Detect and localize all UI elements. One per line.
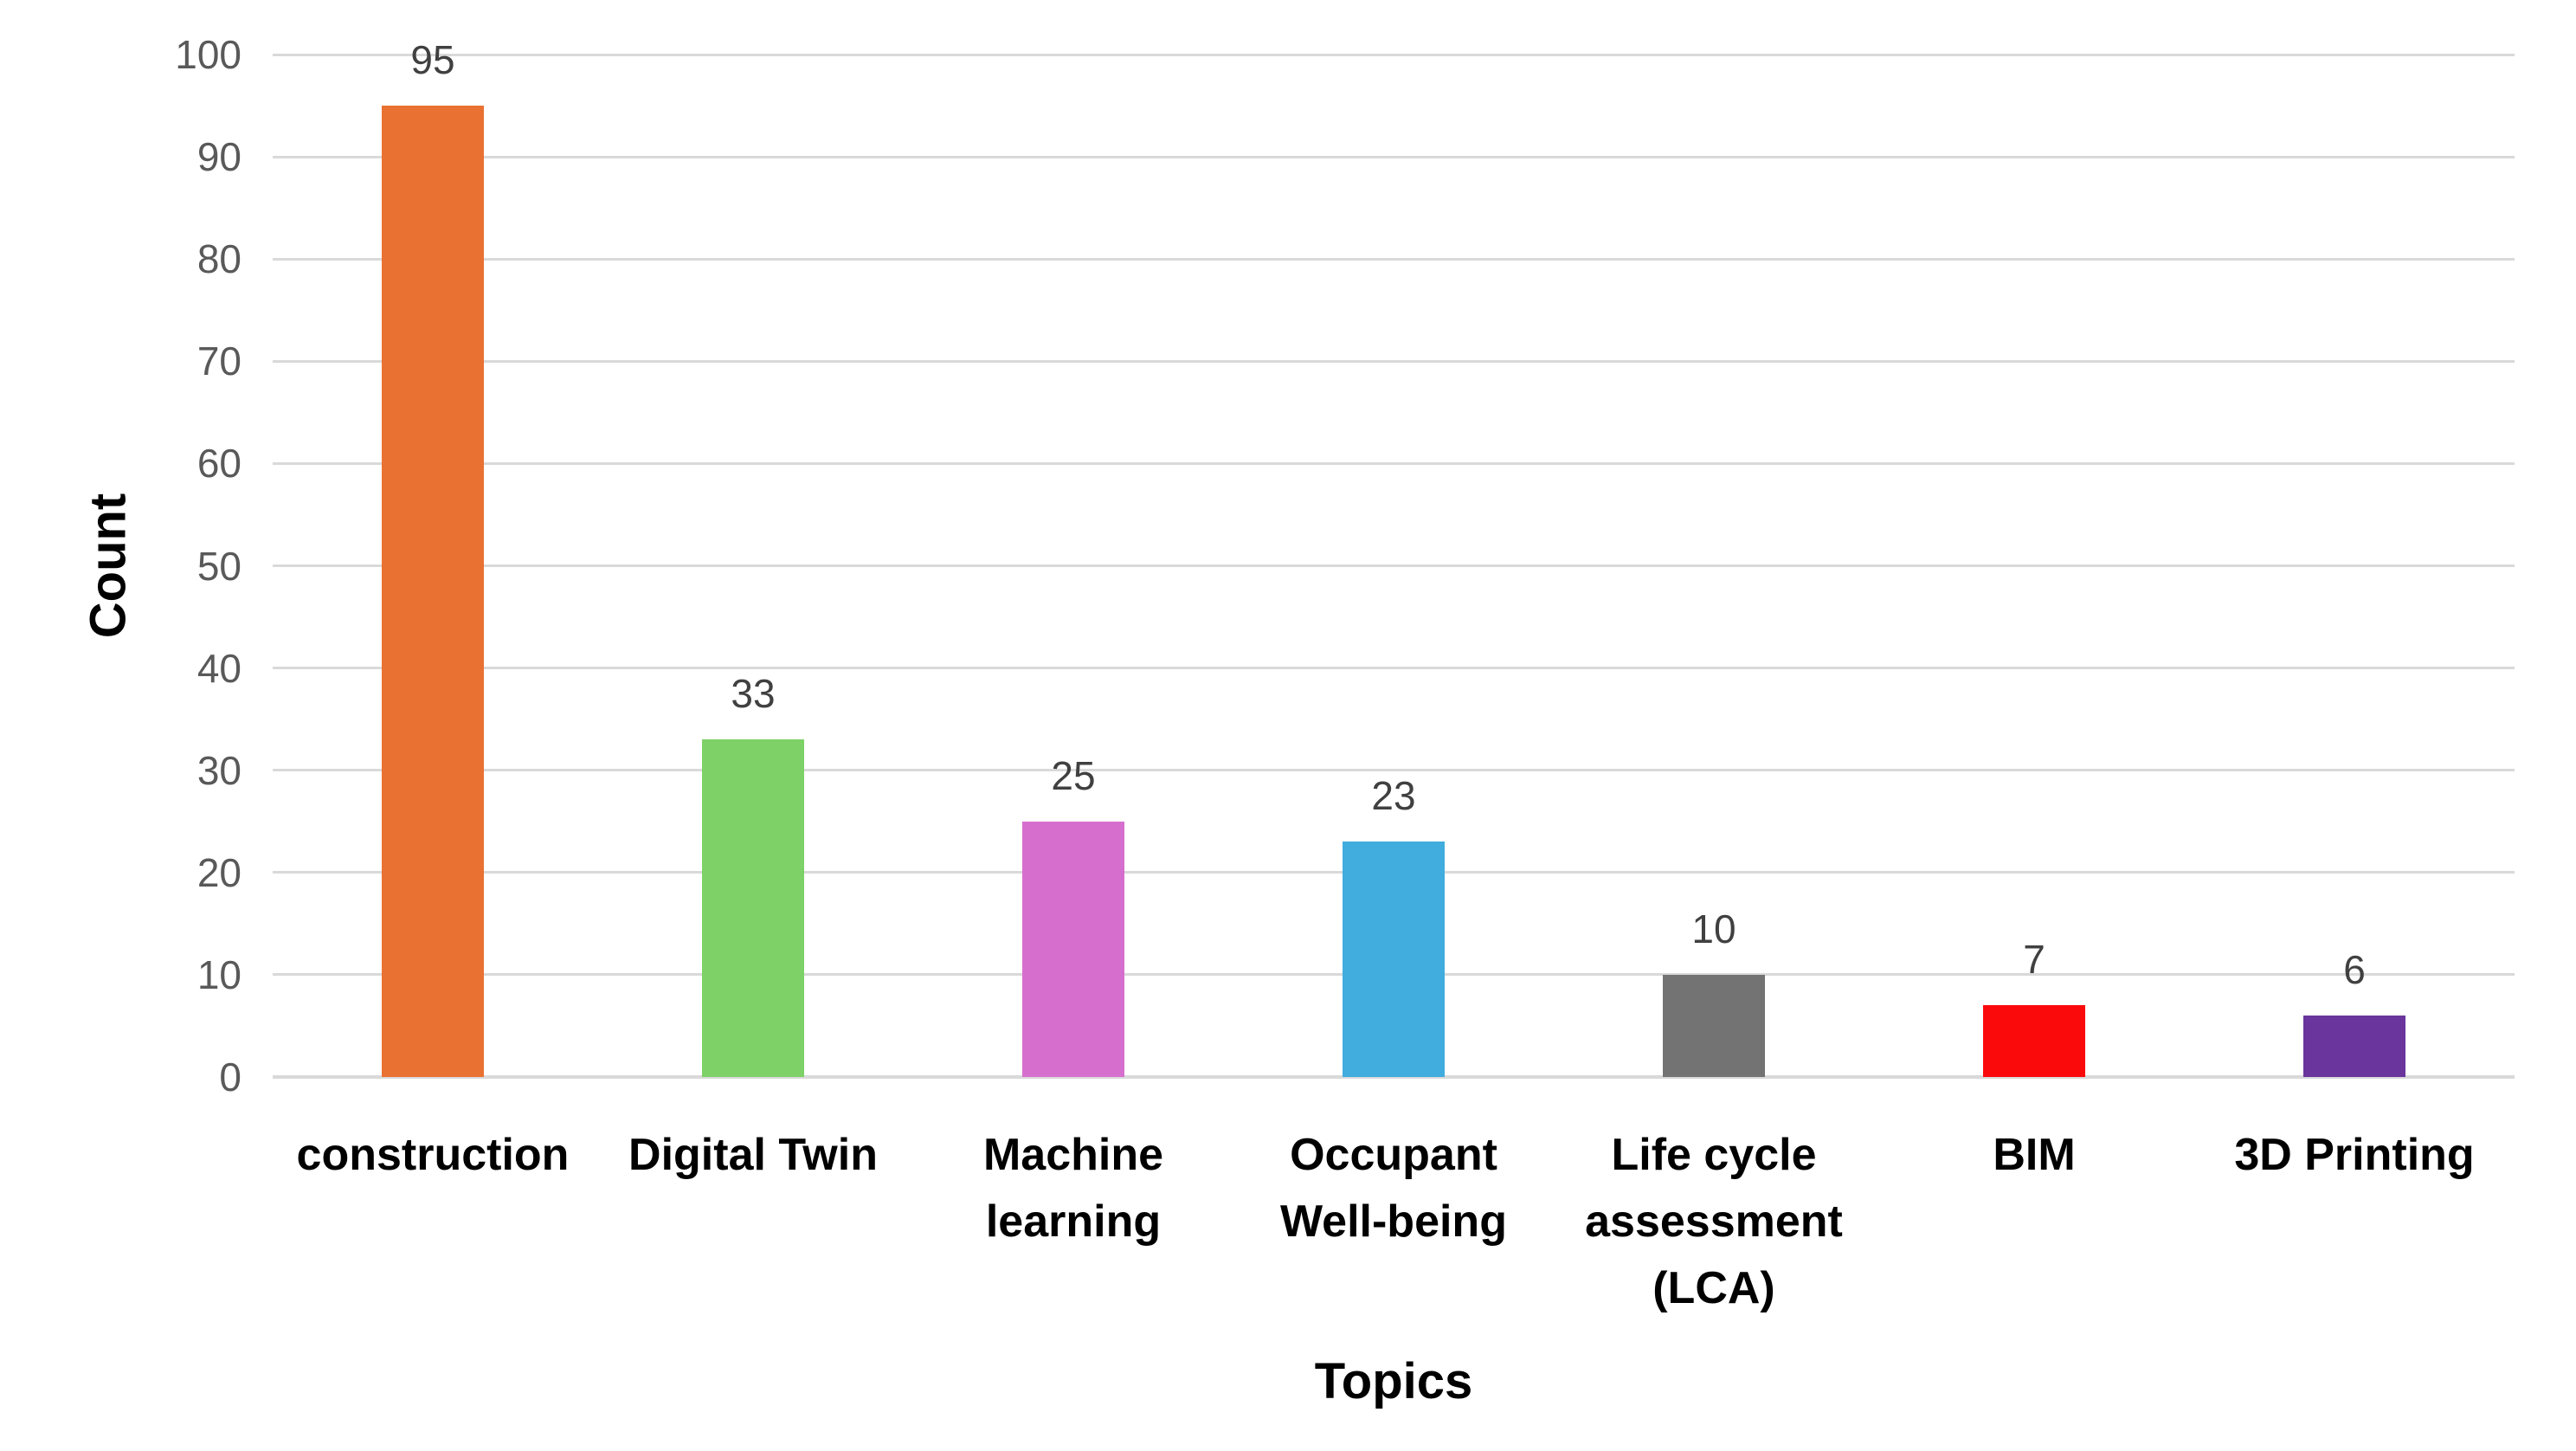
bar-machine-learning bbox=[1022, 821, 1124, 1077]
bar-value-label: 7 bbox=[2023, 937, 2045, 983]
gridline bbox=[273, 769, 2515, 772]
bar-value-label: 10 bbox=[1691, 906, 1736, 951]
category-label-life-cycle-assessment-lca: Life cycle assessment (LCA) bbox=[1585, 1130, 1843, 1313]
bar-cell-construction: 95 construction bbox=[273, 38, 593, 1180]
gridline bbox=[273, 257, 2515, 261]
bar-value-label: 6 bbox=[2343, 947, 2366, 993]
category-label-bim: BIM bbox=[1993, 1130, 2076, 1180]
bar-digital-twin bbox=[702, 739, 804, 1077]
bar-cell-3d-printing: 6 3D Printing bbox=[2194, 55, 2515, 1180]
y-tick-label: 50 bbox=[196, 543, 242, 589]
category-label-digital-twin: Digital Twin bbox=[628, 1130, 878, 1180]
gridline bbox=[273, 564, 2515, 567]
bar-cell-bim: 7 BIM bbox=[1874, 55, 2194, 1180]
category-label-3d-printing: 3D Printing bbox=[2234, 1130, 2475, 1180]
bar-cell-machine-learning: 25 Machine learning bbox=[913, 55, 1233, 1247]
gridline bbox=[273, 667, 2515, 670]
y-tick-label: 30 bbox=[196, 747, 242, 793]
gridline bbox=[273, 461, 2515, 465]
category-label-machine-learning: Machine learning bbox=[982, 1130, 1164, 1247]
bar-3d-printing bbox=[2303, 1016, 2405, 1077]
bar-bim bbox=[1983, 1005, 2085, 1077]
bar-value-label: 23 bbox=[1371, 773, 1416, 819]
y-tick-label: 40 bbox=[196, 645, 242, 691]
x-axis-line bbox=[273, 1075, 2515, 1079]
bar-cell-digital-twin: 33 Digital Twin bbox=[593, 55, 913, 1180]
bar-value-label: 95 bbox=[410, 37, 455, 83]
y-tick-label: 100 bbox=[175, 32, 242, 77]
bars-row: 95 construction 33 Digital Twin 25 Machine le… bbox=[273, 38, 2515, 1313]
bar-life-cycle-assessment-lca bbox=[1663, 974, 1765, 1077]
bar-construction bbox=[382, 106, 484, 1077]
y-tick-label: 0 bbox=[219, 1054, 242, 1100]
y-tick-label: 10 bbox=[196, 951, 242, 997]
bar-occupant-well-being bbox=[1343, 842, 1445, 1077]
gridline bbox=[273, 53, 2515, 56]
category-label-occupant-well-being: Occupant Well-being bbox=[1280, 1130, 1507, 1247]
y-tick-label: 80 bbox=[196, 236, 242, 282]
gridline bbox=[273, 155, 2515, 158]
gridline bbox=[273, 359, 2515, 363]
bar-cell-occupant-well-being: 23 Occupant Well-being bbox=[1233, 55, 1554, 1247]
bar-cell-life-cycle-assessment-lca: 10 Life cycle assessment (LCA) bbox=[1554, 55, 1874, 1313]
y-tick-label: 60 bbox=[196, 441, 242, 487]
plot-area: 0 10 20 30 40 50 60 70 80 90 100 95 construction 33 Di… bbox=[175, 32, 2515, 1313]
bar-value-label: 25 bbox=[1051, 752, 1096, 798]
y-tick-label: 90 bbox=[196, 134, 242, 180]
bar-value-label: 33 bbox=[731, 671, 776, 717]
y-tick-label: 70 bbox=[196, 339, 242, 384]
y-tick-label: 20 bbox=[196, 849, 242, 895]
x-axis-title: Topics bbox=[1314, 1353, 1473, 1409]
category-label-construction: construction bbox=[296, 1130, 570, 1180]
